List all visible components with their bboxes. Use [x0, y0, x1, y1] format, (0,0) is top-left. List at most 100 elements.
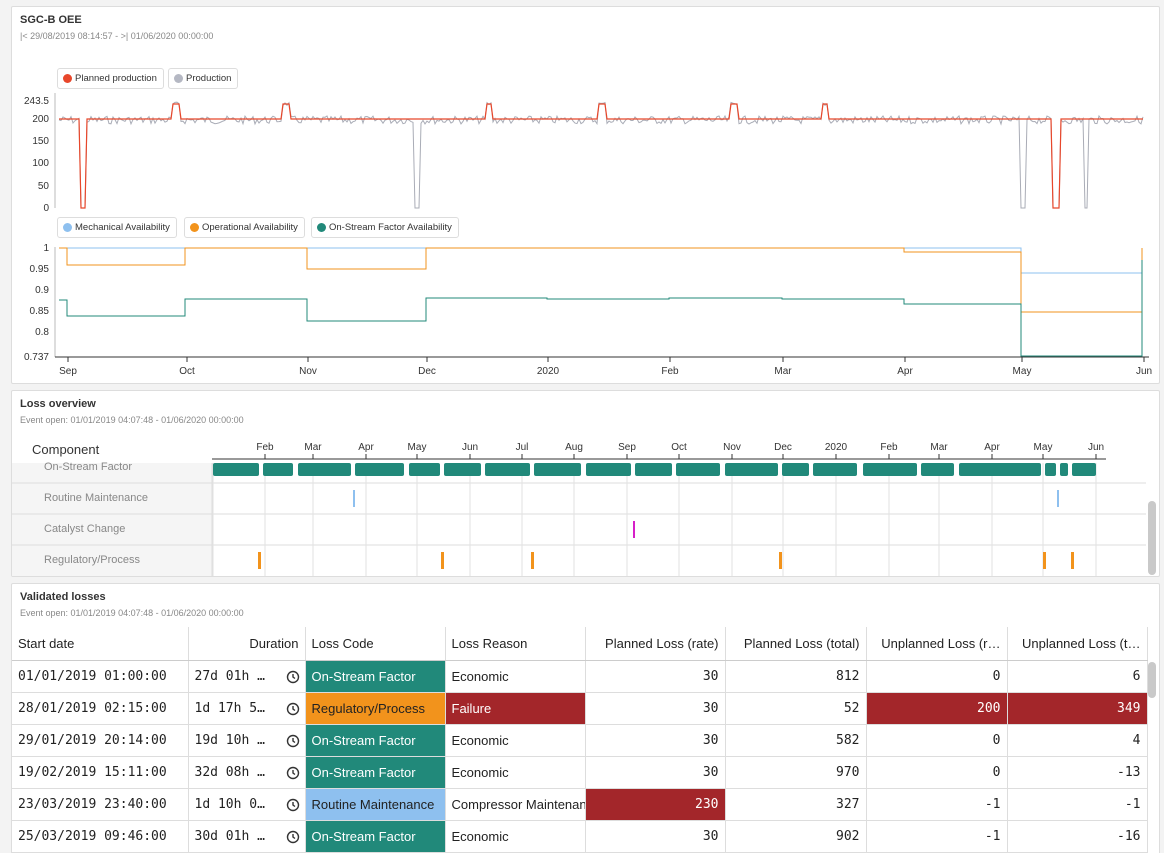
- loss-code-cell: On-Stream Factor: [305, 756, 446, 789]
- legend-production[interactable]: Production: [168, 68, 239, 89]
- regulatory-process-event[interactable]: [1071, 552, 1074, 569]
- regulatory-process-event[interactable]: [441, 552, 444, 569]
- start-date-cell: 28/01/2019 02:15:00: [12, 692, 189, 725]
- unplanned-loss-total-cell: -13: [1007, 756, 1148, 789]
- oee-chart: 243.5 200 150 100 50 0 1 0.95 0.9 0.85 0…: [24, 93, 1152, 377]
- clock-icon[interactable]: [286, 766, 300, 780]
- on-stream-factor-event[interactable]: [263, 463, 293, 476]
- validated-losses-panel: Validated losses Event open: 01/01/2019 …: [11, 583, 1160, 853]
- loss-reason-cell: Compressor Maintenance: [445, 788, 586, 821]
- planned-production-series: [59, 103, 1143, 209]
- column-header-loss-code[interactable]: Loss Code: [305, 627, 446, 661]
- loss-overview-scrollbar[interactable]: [1148, 501, 1156, 575]
- operational-availability-series: [59, 247, 1143, 313]
- x-tick-label: May: [1013, 366, 1032, 377]
- table-row[interactable]: 29/01/2019 20:14:00 19d 10h … On-Stream Fa…: [12, 724, 1148, 757]
- regulatory-process-event[interactable]: [258, 552, 261, 569]
- on-stream-factor-event[interactable]: [213, 463, 259, 476]
- column-header-unplanned-loss-rate[interactable]: Unplanned Loss (r…: [866, 627, 1008, 661]
- column-header-loss-reason[interactable]: Loss Reason: [445, 627, 586, 661]
- table-row[interactable]: 23/03/2019 23:40:00 1d 10h 0… Routine Main…: [12, 788, 1148, 821]
- table-row[interactable]: 28/01/2019 02:15:00 1d 17h 5… Regulatory/P…: [12, 692, 1148, 725]
- on-stream-factor-event[interactable]: [444, 463, 481, 476]
- clock-icon[interactable]: [286, 734, 300, 748]
- on-stream-factor-event[interactable]: [1045, 463, 1056, 476]
- on-stream-factor-event[interactable]: [863, 463, 917, 476]
- y-tick: 0.85: [30, 306, 50, 317]
- planned-loss-rate-cell: 30: [585, 756, 726, 789]
- component-header: Component: [32, 442, 100, 457]
- start-date-cell: 25/03/2019 09:46:00: [12, 820, 189, 853]
- unplanned-loss-total-cell: 4: [1007, 724, 1148, 757]
- clock-icon[interactable]: [286, 670, 300, 684]
- loss-overview-subtitle: Event open: 01/01/2019 04:07:48 - 01/06/…: [20, 415, 244, 425]
- column-header-planned-loss-total[interactable]: Planned Loss (total): [725, 627, 867, 661]
- legend-planned-production[interactable]: Planned production: [57, 68, 164, 89]
- loss-code-cell: Regulatory/Process: [305, 692, 446, 725]
- column-header-unplanned-loss-total[interactable]: Unplanned Loss (t…: [1007, 627, 1148, 661]
- on-stream-factor-event[interactable]: [813, 463, 857, 476]
- timeline-tick-label: Apr: [984, 442, 1000, 453]
- on-stream-factor-event[interactable]: [725, 463, 778, 476]
- unplanned-loss-rate-cell: -1: [866, 820, 1008, 853]
- on-stream-factor-event[interactable]: [298, 463, 351, 476]
- on-stream-factor-event[interactable]: [485, 463, 530, 476]
- x-tick-label: Apr: [897, 366, 913, 377]
- on-stream-factor-event[interactable]: [409, 463, 440, 476]
- planned-loss-total-cell: 327: [725, 788, 867, 821]
- legend-dot-icon: [63, 74, 72, 83]
- unplanned-loss-rate-cell: 0: [866, 724, 1008, 757]
- timeline-tick-label: Nov: [723, 442, 741, 453]
- y-tick: 0.95: [30, 264, 50, 275]
- on-stream-factor-event[interactable]: [782, 463, 809, 476]
- clock-icon[interactable]: [286, 798, 300, 812]
- on-stream-factor-event[interactable]: [635, 463, 672, 476]
- oee-panel: SGC-B OEE |< 29/08/2019 08:14:57 - >| 01…: [11, 6, 1160, 384]
- legend-on-stream-factor-availability[interactable]: On-Stream Factor Availability: [311, 217, 459, 238]
- start-date-cell: 29/01/2019 20:14:00: [12, 724, 189, 757]
- timeline-grid: [12, 463, 1146, 576]
- catalyst-change-event[interactable]: [633, 521, 635, 538]
- on-stream-factor-event[interactable]: [586, 463, 631, 476]
- legend-operational-availability[interactable]: Operational Availability: [184, 217, 305, 238]
- legend-mechanical-availability[interactable]: Mechanical Availability: [57, 217, 177, 238]
- loss-reason-cell: Failure: [445, 692, 586, 725]
- routine-maintenance-event[interactable]: [1057, 490, 1059, 507]
- table-scrollbar[interactable]: [1148, 662, 1156, 698]
- timeline-axis: Feb Mar Apr May Jun Jul Aug Sep Oct Nov Dec 2020 Feb…: [256, 442, 1104, 459]
- column-header-start-date[interactable]: Start date: [12, 627, 189, 661]
- planned-loss-rate-cell: 30: [585, 660, 726, 693]
- duration-cell: 1d 17h 5…: [188, 692, 306, 725]
- duration-cell: 30d 01h …: [188, 820, 306, 853]
- on-stream-factor-event[interactable]: [676, 463, 720, 476]
- on-stream-factor-event[interactable]: [355, 463, 404, 476]
- table-row[interactable]: 19/02/2019 15:11:00 32d 08h … On-Stream Fa…: [12, 756, 1148, 789]
- x-tick-label: Oct: [179, 366, 195, 377]
- regulatory-process-event[interactable]: [1043, 552, 1046, 569]
- oee-title: SGC-B OEE: [20, 14, 82, 26]
- table-row[interactable]: 25/03/2019 09:46:00 30d 01h … On-Stream Fa…: [12, 820, 1148, 853]
- duration-cell: 1d 10h 0…: [188, 788, 306, 821]
- on-stream-factor-event[interactable]: [921, 463, 954, 476]
- y-tick: 1: [43, 243, 49, 254]
- loss-overview-title: Loss overview: [20, 398, 96, 410]
- timeline-tick-label: Jul: [516, 442, 529, 453]
- clock-icon[interactable]: [286, 702, 300, 716]
- timeline-tick-label: Apr: [358, 442, 374, 453]
- production-series: [58, 101, 1144, 209]
- unplanned-loss-rate-cell: -1: [866, 788, 1008, 821]
- timeline-bars: [213, 463, 1096, 569]
- column-header-planned-loss-rate[interactable]: Planned Loss (rate): [585, 627, 726, 661]
- y-tick: 200: [32, 114, 49, 125]
- regulatory-process-event[interactable]: [779, 552, 782, 569]
- on-stream-factor-event[interactable]: [1072, 463, 1096, 476]
- on-stream-factor-event[interactable]: [534, 463, 581, 476]
- regulatory-process-event[interactable]: [531, 552, 534, 569]
- on-stream-factor-event[interactable]: [959, 463, 1041, 476]
- column-header-duration[interactable]: Duration: [188, 627, 306, 661]
- table-row[interactable]: 01/01/2019 01:00:00 27d 01h … On-Stream Fa…: [12, 660, 1148, 693]
- x-tick-label: Dec: [418, 366, 436, 377]
- clock-icon[interactable]: [286, 830, 300, 844]
- on-stream-factor-event[interactable]: [1060, 463, 1068, 476]
- routine-maintenance-event[interactable]: [353, 490, 355, 507]
